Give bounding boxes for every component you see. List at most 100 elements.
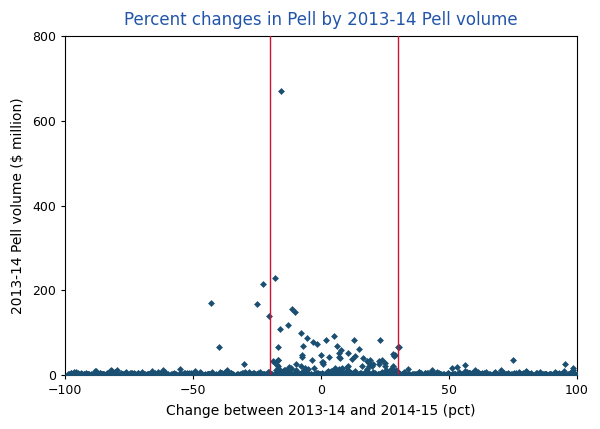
Point [203,372,212,378]
Point [73,371,82,378]
Point [298,369,307,376]
Point [379,371,388,378]
Point [281,372,291,378]
Point [320,372,330,378]
Point [420,370,430,377]
Point [362,366,372,372]
Point [237,371,247,378]
Point [365,357,375,364]
Point [371,369,380,376]
Point [182,370,191,377]
Point [298,371,307,378]
Point [445,371,454,378]
Point [99,371,109,378]
Point [441,371,451,378]
Point [331,370,341,377]
Point [385,371,395,378]
Point [211,370,221,377]
Point [94,372,103,378]
Y-axis label: 2013-14 Pell volume ($ million): 2013-14 Pell volume ($ million) [11,97,25,314]
Point [449,371,459,378]
Point [517,371,527,378]
Point [221,372,231,378]
Point [68,371,77,378]
Point [245,371,254,378]
Point [118,371,128,378]
Point [257,371,267,378]
Point [161,372,170,378]
Point [432,370,442,377]
Point [454,369,464,376]
Point [151,372,161,378]
Point [364,363,374,369]
Point [335,355,344,362]
Point [67,371,76,378]
Point [227,372,236,378]
Point [491,372,501,378]
Point [154,370,163,377]
Point [350,367,359,374]
Point [130,371,139,378]
Point [569,372,578,378]
Point [521,367,530,374]
Point [554,370,564,377]
Point [374,361,383,368]
Point [447,371,457,378]
Point [476,371,486,378]
Point [100,372,110,378]
Point [503,370,513,377]
Point [352,371,362,378]
Point [542,370,551,377]
Point [483,371,493,378]
Point [189,371,199,378]
Point [103,371,113,378]
Point [557,370,566,377]
Point [335,366,344,372]
Point [193,371,202,378]
Point [300,371,310,378]
Point [388,350,398,357]
Point [341,369,351,376]
Point [386,365,395,372]
Point [477,371,487,378]
Point [379,370,389,377]
Point [560,368,569,375]
Point [397,371,406,378]
Point [133,369,143,376]
Point [73,370,83,377]
Point [464,372,474,378]
Point [241,372,251,378]
Point [434,371,444,378]
Point [237,371,247,378]
Point [414,371,424,378]
Point [415,369,424,375]
Point [156,371,166,378]
Point [450,372,460,378]
Point [274,357,283,364]
Point [337,370,347,377]
Point [376,370,385,377]
Point [541,372,550,378]
Point [290,372,299,378]
Point [129,370,139,377]
Point [121,371,130,378]
Point [109,370,118,377]
Point [497,372,506,378]
Point [479,371,488,378]
Point [235,371,245,378]
Point [560,361,569,368]
Point [508,356,518,363]
Point [382,371,392,378]
Point [416,371,426,378]
Point [416,371,426,378]
Point [66,371,76,378]
Point [397,371,407,378]
Point [464,370,473,377]
Point [90,370,100,377]
Point [296,371,306,378]
Point [122,372,132,378]
Point [394,370,404,377]
Point [377,371,387,378]
Point [419,371,428,378]
Point [347,371,357,378]
